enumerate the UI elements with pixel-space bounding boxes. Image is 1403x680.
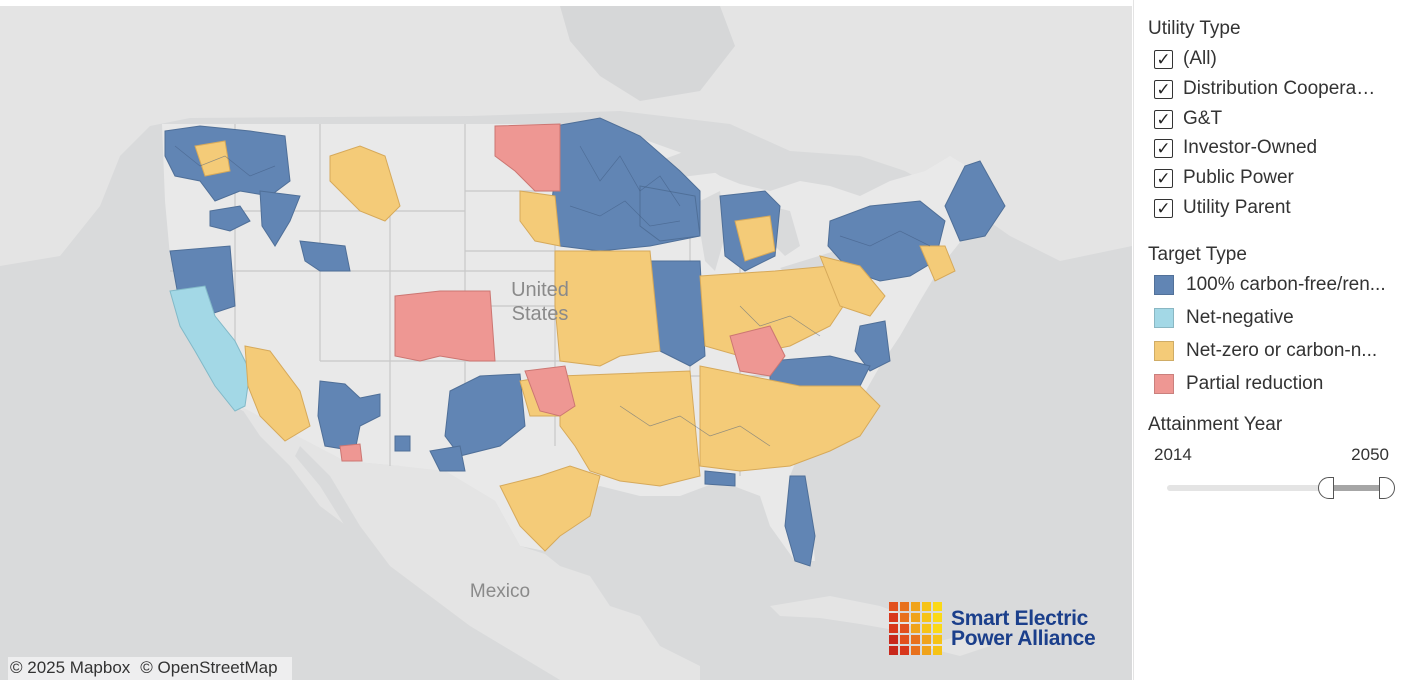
legend-label: Partial reduction bbox=[1186, 373, 1324, 394]
checkbox-checked-icon[interactable]: ✓ bbox=[1154, 109, 1173, 129]
territories-partial[interactable] bbox=[339, 123, 786, 462]
target-type-title: Target Type bbox=[1148, 244, 1247, 265]
utility-filter-all[interactable]: ✓ (All) bbox=[1154, 45, 1217, 73]
territory-iowa-missouri bbox=[554, 250, 661, 367]
checkbox-checked-icon[interactable]: ✓ bbox=[1154, 138, 1173, 158]
territory-new-mexico bbox=[444, 373, 526, 457]
osm-attribution-link[interactable]: © OpenStreetMap bbox=[140, 658, 278, 677]
canada-landmass bbox=[0, 6, 1132, 266]
legend-label: 100% carbon-free/ren... bbox=[1186, 274, 1386, 295]
territory-arkansas-louisiana bbox=[559, 370, 701, 487]
legend-item-net-zero[interactable]: Net-zero or carbon-n... bbox=[1154, 336, 1377, 366]
country-label-line2: States bbox=[512, 303, 569, 325]
territory-texas bbox=[499, 465, 601, 552]
sepa-logo-text: Smart Electric Power Alliance bbox=[951, 606, 1096, 650]
legend-label: Net-negative bbox=[1186, 307, 1294, 328]
cuba bbox=[770, 596, 920, 631]
map-attribution: © 2025 Mapbox © OpenStreetMap bbox=[8, 657, 292, 680]
legend-swatch bbox=[1154, 341, 1174, 361]
legend-item-net-negative[interactable]: Net-negative bbox=[1154, 303, 1294, 333]
utility-filter-label: Public Power bbox=[1183, 167, 1294, 188]
checkbox-checked-icon[interactable]: ✓ bbox=[1154, 168, 1173, 188]
territory-arizona bbox=[317, 380, 381, 452]
sepa-logo-mark bbox=[889, 602, 942, 655]
territory-north-dakota bbox=[494, 123, 561, 192]
territory-southern-california bbox=[244, 345, 311, 442]
utility-filter-distribution-cooperative[interactable]: ✓ Distribution Coopera… bbox=[1154, 75, 1375, 103]
checkbox-checked-icon[interactable]: ✓ bbox=[1154, 49, 1173, 69]
utility-filter-label: Distribution Coopera… bbox=[1183, 78, 1376, 99]
utility-filter-utility-parent[interactable]: ✓ Utility Parent bbox=[1154, 194, 1291, 222]
territory-colorado bbox=[394, 290, 496, 362]
checkbox-checked-icon[interactable]: ✓ bbox=[1154, 198, 1173, 218]
year-max-label: 2050 bbox=[1351, 445, 1389, 464]
territories-carbon-free[interactable] bbox=[164, 117, 1006, 567]
territory-florida bbox=[784, 475, 816, 567]
year-min-label: 2014 bbox=[1154, 445, 1192, 464]
territory-kentucky bbox=[729, 325, 786, 377]
territory-boundaries bbox=[174, 145, 931, 447]
utility-filter-public-power[interactable]: ✓ Public Power bbox=[1154, 164, 1294, 192]
territories-net-zero[interactable] bbox=[194, 140, 956, 552]
map-view[interactable]: United States Mexico Smart Electric Powe… bbox=[0, 6, 1132, 680]
utility-filter-label: (All) bbox=[1183, 48, 1217, 69]
legend-swatch bbox=[1154, 275, 1174, 295]
checkbox-checked-icon[interactable]: ✓ bbox=[1154, 79, 1173, 99]
sepa-logo: Smart Electric Power Alliance bbox=[889, 602, 1096, 655]
territory-maine bbox=[944, 160, 1006, 242]
logo-line2: Power Alliance bbox=[951, 626, 1096, 650]
territory-montana bbox=[329, 145, 401, 222]
mexico-landmass bbox=[240, 406, 700, 680]
territory-ohio-indiana bbox=[699, 265, 851, 357]
utility-filter-gt[interactable]: ✓ G&T bbox=[1154, 105, 1222, 133]
country-label-line1: United bbox=[511, 279, 569, 301]
utility-filter-label: G&T bbox=[1183, 108, 1223, 129]
legend-item-carbon-free[interactable]: 100% carbon-free/ren... bbox=[1154, 270, 1386, 300]
year-slider-selected-range bbox=[1325, 485, 1387, 491]
map-canvas[interactable]: United States Mexico bbox=[0, 6, 1132, 680]
hispaniola bbox=[920, 636, 990, 656]
territory-southeast bbox=[699, 365, 881, 472]
mexico-label: Mexico bbox=[470, 581, 530, 602]
logo-line1: Smart Electric bbox=[951, 606, 1089, 630]
utility-filter-label: Utility Parent bbox=[1183, 197, 1291, 218]
utility-filter-label: Investor-Owned bbox=[1183, 137, 1318, 158]
utility-type-title: Utility Type bbox=[1148, 18, 1241, 39]
gulf-of-california bbox=[295, 446, 390, 571]
filter-panel: Utility Type ✓ (All) ✓ Distribution Coop… bbox=[1133, 0, 1403, 680]
mapbox-attribution-link[interactable]: © 2025 Mapbox bbox=[10, 658, 131, 677]
territories-net-negative[interactable] bbox=[169, 285, 251, 412]
year-slider-min-handle[interactable] bbox=[1317, 477, 1334, 499]
legend-swatch bbox=[1154, 374, 1174, 394]
territory-california bbox=[169, 285, 251, 412]
territory-new-york bbox=[827, 200, 946, 282]
lake-michigan bbox=[700, 191, 725, 271]
year-slider-track[interactable] bbox=[1167, 485, 1387, 491]
attainment-year-title: Attainment Year bbox=[1148, 414, 1283, 435]
year-slider-max-handle[interactable] bbox=[1379, 477, 1395, 499]
utility-filter-investor-owned[interactable]: ✓ Investor-Owned bbox=[1154, 134, 1317, 162]
legend-swatch bbox=[1154, 308, 1174, 328]
hudson-bay bbox=[560, 6, 735, 101]
legend-label: Net-zero or carbon-n... bbox=[1186, 340, 1378, 361]
legend-item-partial-reduction[interactable]: Partial reduction bbox=[1154, 369, 1323, 399]
